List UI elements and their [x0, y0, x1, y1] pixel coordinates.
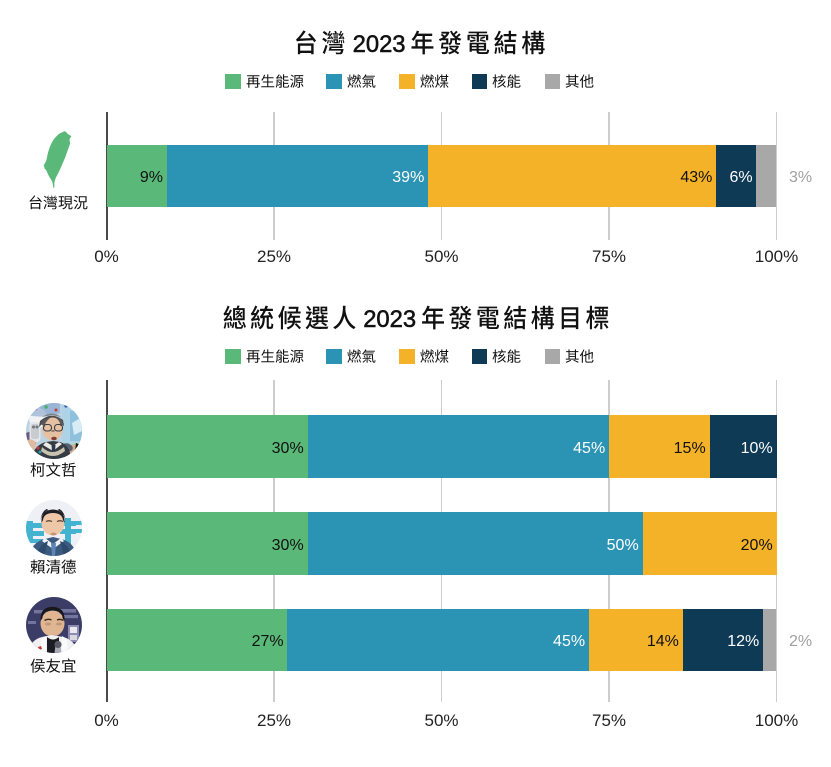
svg-text:2023: 2023	[353, 31, 406, 58]
svg-text:2023: 2023	[364, 306, 417, 333]
